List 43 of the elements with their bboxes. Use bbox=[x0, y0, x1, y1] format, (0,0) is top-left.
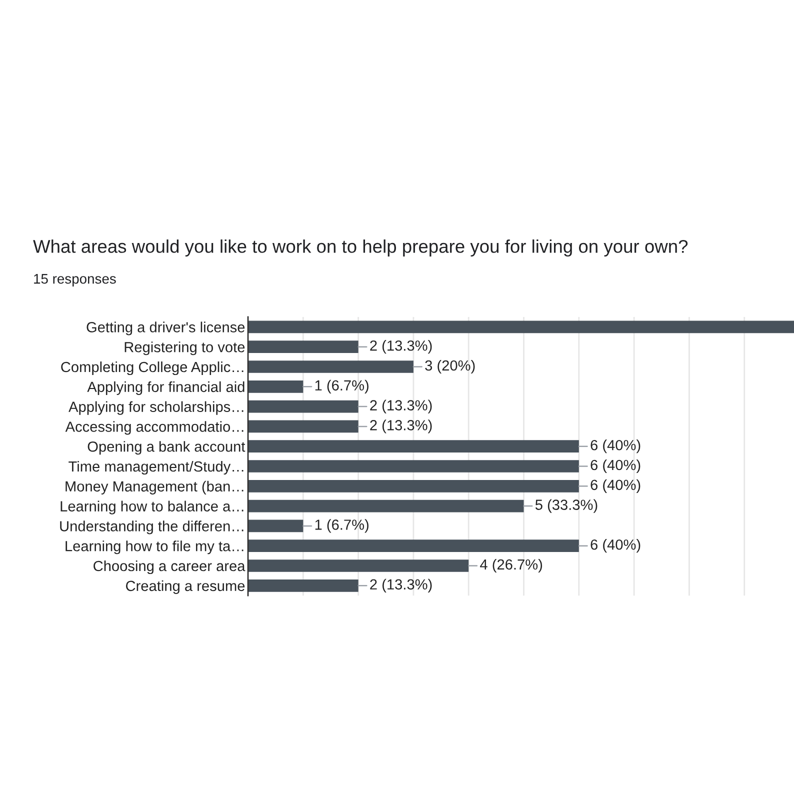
data-label: 2 (13.3%) bbox=[370, 400, 432, 414]
data-label: 4 (26.7%) bbox=[480, 558, 542, 573]
data-label: 2 (13.3%) bbox=[370, 340, 432, 354]
y-tick-label: Understanding the differen… bbox=[60, 520, 244, 534]
y-tick-label: Money Management (ban… bbox=[66, 480, 244, 494]
y-tick-label: Accessing accommodatio… bbox=[65, 421, 244, 435]
data-label: 6 (40%) bbox=[590, 459, 640, 474]
data-label: 6 (40%) bbox=[590, 479, 640, 493]
data-label: 6 (40%) bbox=[590, 440, 640, 454]
bar bbox=[248, 380, 304, 393]
data-label: 3 (20%) bbox=[425, 360, 475, 374]
y-tick-label: Completing College Applic… bbox=[61, 361, 244, 376]
y-tick-label: Creating a resume bbox=[126, 580, 245, 594]
y-tick-label: Registering to vote bbox=[124, 342, 245, 356]
bar bbox=[248, 440, 579, 453]
data-label: 1 (6.7%) bbox=[315, 519, 368, 533]
y-tick-label: Time management/Study… bbox=[68, 460, 244, 475]
bar bbox=[248, 540, 579, 552]
y-tick-label: Opening a bank account bbox=[88, 441, 246, 455]
bar bbox=[248, 520, 304, 532]
bar bbox=[248, 340, 358, 354]
bar bbox=[248, 480, 579, 492]
bar bbox=[248, 360, 414, 373]
data-label: 2 (13.3%) bbox=[370, 420, 432, 434]
bar bbox=[248, 560, 469, 572]
bar bbox=[248, 400, 358, 413]
bar bbox=[248, 579, 358, 592]
bar bbox=[248, 320, 794, 334]
y-tick-label: Choosing a career area bbox=[94, 560, 246, 574]
y-tick-label: Learning how to balance a… bbox=[60, 500, 244, 514]
data-label: 6 (40%) bbox=[590, 539, 640, 553]
bar bbox=[248, 460, 579, 472]
y-tick-label: Applying for financial aid bbox=[87, 381, 244, 395]
data-label: 2 (13.3%) bbox=[370, 578, 432, 592]
y-tick-label: Learning how to file my ta… bbox=[66, 540, 244, 554]
text: 15 responses bbox=[34, 274, 116, 286]
data-label: 1 (6.7%) bbox=[315, 380, 368, 394]
data-label: 5 (33.3%) bbox=[535, 499, 598, 513]
bar bbox=[248, 500, 524, 512]
y-tick-label: Applying for scholarships… bbox=[68, 401, 244, 415]
y-tick-label: Getting a driver's license bbox=[86, 322, 245, 336]
chart-title: What areas would you like to work on to help prepare you for living on your own? bbox=[33, 239, 688, 257]
bar bbox=[248, 420, 358, 433]
